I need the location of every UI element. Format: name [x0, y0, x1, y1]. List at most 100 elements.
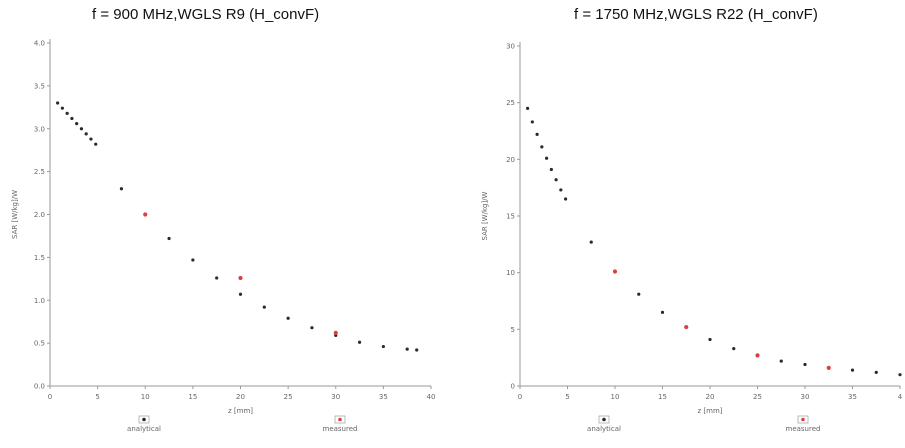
y-tick-label: 20 [506, 156, 515, 164]
x-tick-label: 40 [427, 393, 436, 401]
x-axis-label: z [mm] [228, 407, 253, 415]
x-tick-label: 25 [284, 393, 293, 401]
legend-measured-label: measured [323, 425, 358, 433]
measured-point [684, 324, 689, 330]
x-tick-label: 0 [48, 393, 52, 401]
analytical-point [564, 197, 568, 201]
x-tick-label: 20 [706, 393, 715, 401]
analytical-point [89, 137, 93, 141]
y-tick-label: 1.5 [34, 254, 45, 262]
analytical-point [554, 178, 558, 182]
legend-measured-marker [801, 417, 805, 422]
y-tick-label: 10 [506, 269, 515, 277]
analytical-point [559, 188, 563, 192]
legend-analytical-swatch [598, 415, 610, 424]
measured-point [143, 212, 148, 217]
y-tick-label: 3.5 [34, 82, 45, 90]
analytical-point [79, 127, 84, 131]
analytical-point [75, 122, 79, 126]
analytical-point [637, 292, 641, 296]
y-tick-label: 0 [511, 383, 515, 391]
x-tick-label: 5 [95, 393, 99, 401]
measured-point [238, 275, 243, 281]
analytical-point [405, 347, 409, 351]
x-tick-label: 30 [331, 393, 340, 401]
chart-title-right: f = 1750 MHz,WGLS R22 (H_convF) [574, 6, 818, 23]
legend-measured-marker [338, 417, 342, 422]
analytical-point [215, 276, 219, 280]
analytical-point [850, 368, 855, 372]
analytical-point [56, 101, 60, 105]
legend-measured-label: measured [786, 425, 821, 433]
y-tick-label: 4.0 [34, 40, 45, 48]
x-tick-label: 30 [801, 393, 810, 401]
legend-analytical-label: analytical [127, 425, 161, 433]
analytical-point [310, 326, 314, 330]
y-tick-label: 25 [506, 99, 515, 107]
y-axis-label: SAR [W/kg]/W [11, 190, 19, 239]
measured-point [612, 269, 618, 274]
legend-analytical-marker [142, 417, 146, 422]
analytical-point [545, 156, 549, 160]
y-tick-label: 2.0 [34, 211, 45, 219]
y-tick-label: 15 [506, 213, 515, 221]
y-axis-label: SAR [W/kg]/W [481, 191, 489, 240]
x-axis-label: z [mm] [698, 407, 723, 415]
analytical-point [119, 187, 124, 191]
measured-point [755, 353, 760, 358]
analytical-point [526, 106, 530, 110]
analytical-point [65, 111, 69, 115]
analytical-point [803, 362, 807, 367]
x-tick-label: 5 [565, 393, 569, 401]
analytical-point [530, 120, 534, 124]
analytical-point [381, 344, 385, 349]
analytical-point [94, 142, 98, 146]
legend-measured-swatch [797, 415, 809, 424]
measured-point [826, 365, 831, 370]
x-tick-label: 35 [848, 393, 857, 401]
analytical-point [779, 359, 783, 363]
measured-point [333, 330, 338, 335]
analytical-point [540, 145, 544, 149]
analytical-point [60, 106, 64, 110]
analytical-point [191, 258, 195, 262]
x-tick-label: 35 [379, 393, 388, 401]
analytical-point [535, 132, 539, 136]
analytical-point [898, 373, 902, 377]
x-tick-label: 15 [658, 393, 667, 401]
x-tick-label: 0 [518, 393, 522, 401]
x-tick-label: 4 [898, 393, 903, 401]
analytical-point [262, 305, 266, 309]
x-tick-label: 25 [753, 393, 762, 401]
analytical-point [708, 337, 712, 342]
analytical-point [874, 370, 878, 374]
y-tick-label: 1.0 [34, 297, 45, 305]
y-tick-label: 0.5 [34, 340, 45, 348]
analytical-point [415, 348, 419, 352]
analytical-point [357, 340, 362, 344]
x-tick-label: 15 [188, 393, 197, 401]
x-tick-label: 20 [236, 393, 245, 401]
chart-title-left: f = 900 MHz,WGLS R9 (H_convF) [92, 6, 320, 23]
analytical-point [238, 292, 243, 296]
y-tick-label: 0.0 [34, 383, 45, 391]
legend-analytical-marker [602, 417, 606, 422]
legend-analytical-label: analytical [587, 425, 621, 433]
analytical-point [660, 310, 665, 314]
analytical-point [167, 236, 171, 241]
analytical-point [589, 240, 593, 244]
x-tick-label: 10 [611, 393, 620, 401]
analytical-point [732, 347, 736, 351]
x-tick-label: 10 [141, 393, 150, 401]
analytical-point [70, 116, 74, 121]
legend-measured-swatch [334, 415, 346, 424]
analytical-point [84, 132, 88, 136]
analytical-point [286, 316, 290, 320]
y-tick-label: 30 [506, 43, 515, 51]
y-tick-label: 3.0 [34, 125, 45, 133]
y-tick-label: 2.5 [34, 168, 45, 176]
y-tick-label: 5 [511, 326, 515, 334]
analytical-point [549, 167, 553, 172]
legend-analytical-swatch [138, 415, 150, 424]
